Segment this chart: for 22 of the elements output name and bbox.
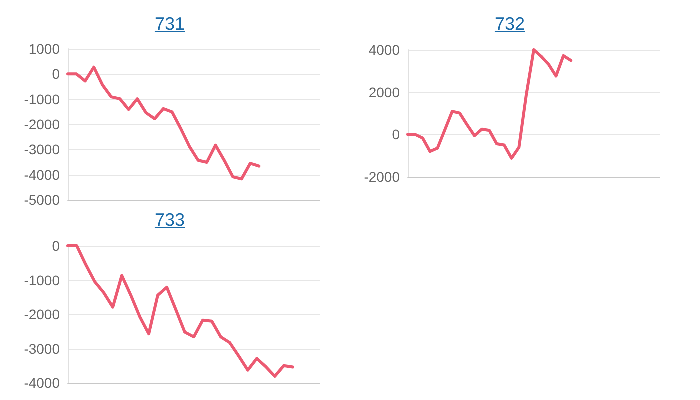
y-tick-label: -3000 [24, 142, 60, 158]
y-tick-label: -2000 [24, 306, 60, 322]
chart-title: 733 [154, 210, 186, 231]
y-tick-label: -4000 [24, 375, 60, 391]
y-tick-label: 0 [52, 238, 60, 254]
chart-title: 731 [154, 14, 186, 35]
y-tick-label: -5000 [24, 192, 60, 208]
y-tick-label: 1000 [28, 41, 60, 57]
y-tick-label: 0 [52, 66, 60, 82]
y-tick-label: -2000 [24, 116, 60, 132]
y-tick-label: 0 [392, 126, 400, 143]
y-tick-label: 4000 [368, 42, 400, 58]
y-tick-label: 2000 [368, 84, 400, 100]
y-tick-label: -3000 [24, 340, 60, 357]
y-tick-label: -4000 [24, 166, 60, 183]
y-tick-label: -1000 [24, 91, 60, 108]
y-tick-label: -2000 [364, 169, 400, 185]
line-series [66, 66, 261, 181]
line-series [66, 244, 294, 378]
chart-title: 732 [494, 14, 526, 35]
line-series [406, 48, 573, 160]
y-tick-label: -1000 [24, 272, 60, 288]
